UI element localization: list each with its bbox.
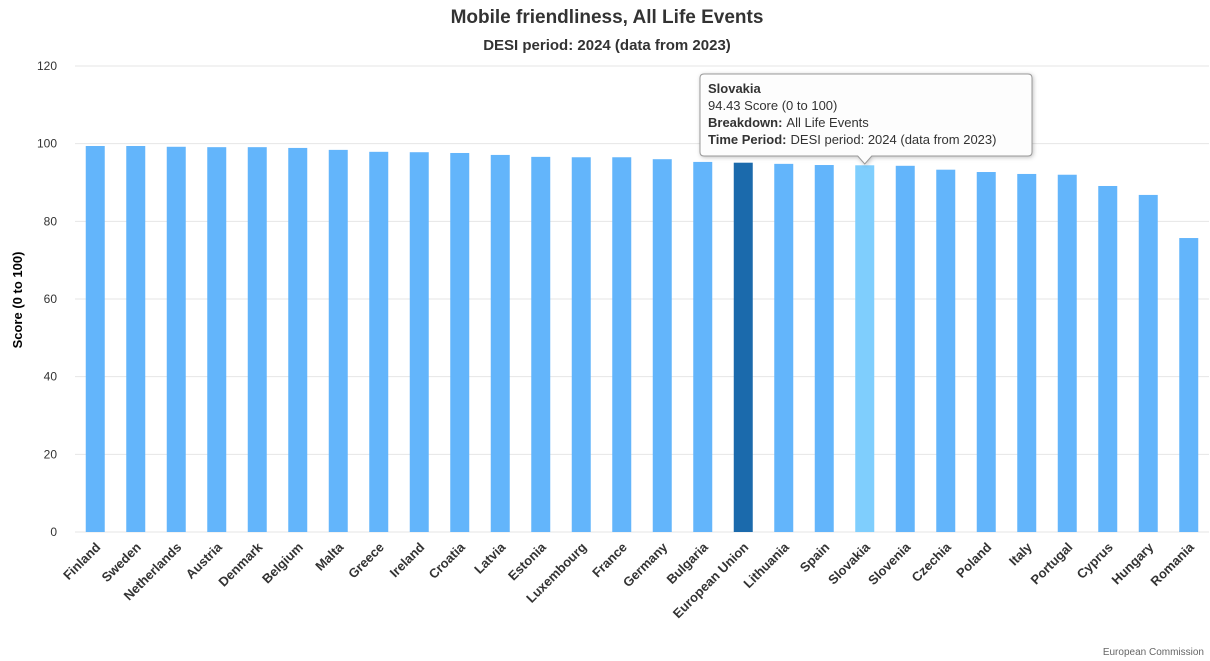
bar bbox=[409, 152, 429, 532]
x-tick-label: Ireland bbox=[387, 539, 428, 580]
bar bbox=[855, 165, 875, 533]
y-tick-label: 80 bbox=[44, 214, 58, 228]
x-tick-label: Slovakia bbox=[825, 539, 873, 587]
bar bbox=[571, 157, 591, 532]
bar bbox=[976, 172, 996, 532]
bar bbox=[166, 146, 186, 533]
y-tick-label: 120 bbox=[37, 59, 57, 73]
x-tick-label: Denmark bbox=[215, 539, 265, 589]
bar bbox=[531, 156, 551, 532]
tooltip-title: Slovakia bbox=[708, 81, 762, 96]
y-tick-label: 40 bbox=[44, 370, 58, 384]
bar bbox=[247, 147, 267, 532]
bar bbox=[207, 147, 227, 532]
x-tick-label: Czechia bbox=[909, 539, 955, 585]
tooltip-line-text: DESI period: 2024 (data from 2023) bbox=[791, 132, 997, 147]
bar bbox=[369, 151, 389, 533]
bar bbox=[328, 149, 348, 532]
bar bbox=[126, 145, 146, 532]
tooltip-line-label: Time Period: bbox=[708, 132, 787, 147]
credit: European Commission bbox=[1103, 647, 1204, 658]
bar bbox=[814, 165, 834, 532]
bar bbox=[1057, 174, 1077, 532]
bar bbox=[895, 165, 915, 532]
x-tick-label: Greece bbox=[345, 540, 387, 582]
tooltip-box bbox=[699, 73, 1033, 165]
bar bbox=[1017, 173, 1037, 532]
bar bbox=[490, 154, 510, 532]
y-tick-label: 60 bbox=[44, 292, 58, 306]
x-tick-label: Poland bbox=[953, 539, 994, 580]
x-tick-label: Italy bbox=[1006, 539, 1036, 569]
bar bbox=[693, 161, 713, 532]
x-tick-label: Finland bbox=[60, 539, 103, 582]
bar bbox=[85, 145, 105, 532]
x-tick-label: Latvia bbox=[471, 539, 509, 577]
x-tick-label: Spain bbox=[797, 539, 833, 575]
tooltip-line: Breakdown: All Life Events bbox=[708, 115, 869, 130]
tooltip-line-label: Breakdown: bbox=[708, 115, 782, 130]
bar bbox=[936, 169, 956, 532]
bar bbox=[733, 162, 753, 532]
bar bbox=[612, 157, 632, 532]
chart-subtitle: DESI period: 2024 (data from 2023) bbox=[483, 37, 731, 54]
y-tick-label: 100 bbox=[37, 137, 57, 151]
bar bbox=[774, 163, 794, 533]
tooltip-line-text: All Life Events bbox=[786, 115, 869, 130]
x-tick-label: Croatia bbox=[426, 539, 469, 582]
x-tick-label: Malta bbox=[312, 539, 347, 574]
x-tick-label: Lithuania bbox=[740, 539, 792, 591]
x-tick-label: Germany bbox=[620, 539, 671, 590]
x-tick-label: Slovenia bbox=[865, 539, 914, 588]
bar bbox=[1098, 185, 1118, 532]
bar bbox=[1179, 238, 1199, 532]
tooltip-value: 94.43 Score (0 to 100) bbox=[708, 98, 837, 113]
x-tick-label: Romania bbox=[1147, 539, 1197, 589]
y-tick-label: 0 bbox=[50, 525, 57, 539]
tooltip: Slovakia 94.43 Score (0 to 100) Breakdown:… bbox=[699, 73, 1033, 165]
bar bbox=[652, 159, 672, 532]
bar bbox=[288, 147, 308, 532]
chart-title: Mobile friendliness, All Life Events bbox=[451, 7, 764, 28]
y-axis-label: Score (0 to 100) bbox=[10, 252, 25, 349]
x-tick-label: Portugal bbox=[1027, 540, 1075, 588]
bar bbox=[1138, 194, 1158, 532]
tooltip-line: Time Period: DESI period: 2024 (data from… bbox=[708, 132, 996, 147]
bars: FinlandSwedenNetherlandsAustriaDenmarkBe… bbox=[60, 145, 1199, 621]
y-tick-label: 20 bbox=[44, 447, 58, 461]
bar bbox=[450, 152, 470, 532]
x-tick-label: Belgium bbox=[259, 540, 306, 587]
